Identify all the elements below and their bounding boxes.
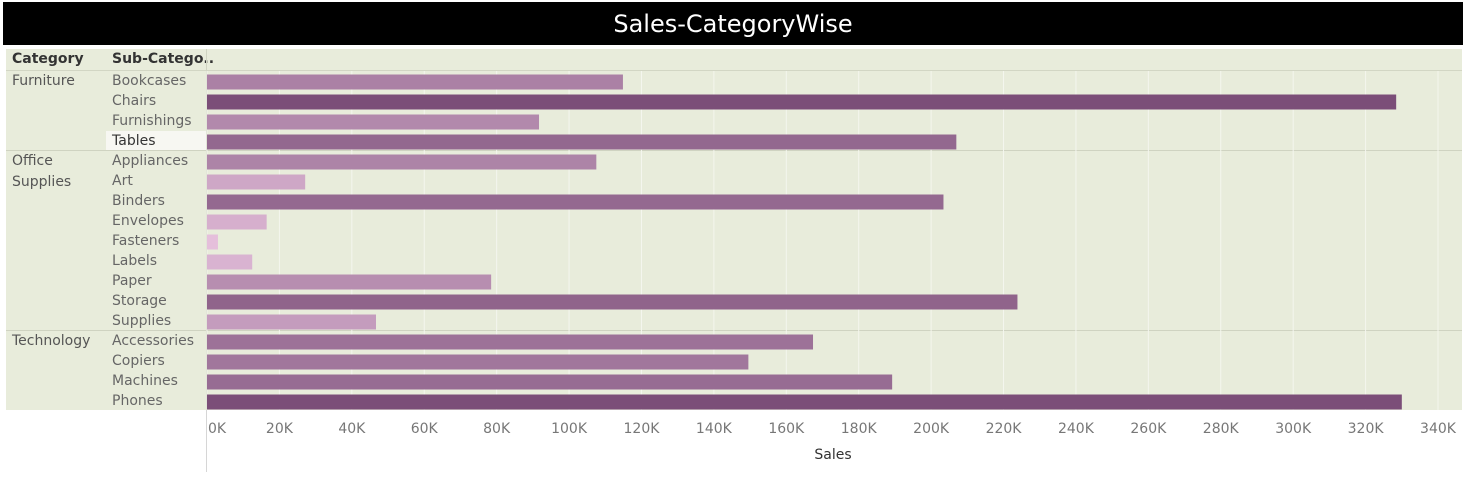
- bar-furnishings[interactable]: [207, 114, 540, 130]
- bar-accessories[interactable]: [207, 334, 814, 350]
- subcategory-label[interactable]: Labels: [112, 253, 158, 269]
- subcategory-label[interactable]: Bookcases: [112, 73, 187, 89]
- category-header[interactable]: Category: [12, 51, 84, 67]
- bar-envelopes[interactable]: [207, 214, 267, 230]
- x-tick-label: 40K: [338, 421, 366, 437]
- subcategory-label[interactable]: Paper: [112, 273, 152, 289]
- x-tick-label: 280K: [1203, 421, 1240, 437]
- x-tick-label: 200K: [913, 421, 950, 437]
- bar-paper[interactable]: [207, 274, 492, 290]
- subcategory-label[interactable]: Machines: [112, 373, 178, 389]
- x-tick-label: 60K: [411, 421, 439, 437]
- chart-title: Sales-CategoryWise: [3, 2, 1463, 45]
- x-tick-label: 340K: [1420, 421, 1457, 437]
- x-tick-label: 180K: [841, 421, 878, 437]
- category-label[interactable]: Office: [12, 153, 53, 169]
- subcategory-label[interactable]: Copiers: [112, 353, 165, 369]
- x-tick-label: 240K: [1058, 421, 1095, 437]
- x-tick-label: 120K: [624, 421, 661, 437]
- group-separator: [6, 330, 1462, 331]
- x-tick-label: 220K: [986, 421, 1023, 437]
- subcategory-label[interactable]: Tables: [106, 131, 206, 151]
- x-tick-label: 80K: [483, 421, 511, 437]
- bar-appliances[interactable]: [207, 154, 597, 170]
- category-label[interactable]: Technology: [12, 333, 91, 349]
- x-tick-label: 140K: [696, 421, 733, 437]
- bar-bookcases[interactable]: [207, 74, 623, 90]
- subcategory-label[interactable]: Envelopes: [112, 213, 184, 229]
- x-tick-label: 260K: [1130, 421, 1167, 437]
- subcategory-header[interactable]: Sub-Catego..: [112, 51, 215, 67]
- bar-copiers[interactable]: [207, 354, 749, 370]
- subcategory-label[interactable]: Binders: [112, 193, 165, 209]
- bar-fasteners[interactable]: [207, 234, 218, 250]
- x-tick-label: 100K: [551, 421, 588, 437]
- x-tick-label: 20K: [266, 421, 294, 437]
- bar-art[interactable]: [207, 174, 306, 190]
- x-axis-title: Sales: [814, 447, 852, 463]
- subcategory-label[interactable]: Art: [112, 173, 133, 189]
- x-tick-label: 300K: [1275, 421, 1312, 437]
- group-separator: [6, 150, 1462, 151]
- bar-supplies[interactable]: [207, 314, 376, 330]
- subcategory-label[interactable]: Appliances: [112, 153, 189, 169]
- axis-line: [206, 410, 207, 472]
- bar-binders[interactable]: [207, 194, 944, 210]
- subcategory-label[interactable]: Storage: [112, 293, 167, 309]
- bar-phones[interactable]: [207, 394, 1402, 410]
- bar-chairs[interactable]: [207, 94, 1397, 110]
- bar-tables[interactable]: [207, 134, 957, 150]
- x-tick-label: 160K: [768, 421, 805, 437]
- x-tick-label: 0K: [208, 421, 227, 437]
- category-label[interactable]: Furniture: [12, 73, 75, 89]
- subcategory-label[interactable]: Supplies: [112, 313, 172, 329]
- header-row: Category Sub-Catego..: [6, 49, 1462, 71]
- subcategory-label[interactable]: Chairs: [112, 93, 157, 109]
- subcategory-label[interactable]: Fasteners: [112, 233, 180, 249]
- category-label[interactable]: Supplies: [12, 174, 72, 190]
- subcategory-label[interactable]: Furnishings: [112, 113, 192, 129]
- bar-labels[interactable]: [207, 254, 253, 270]
- x-tick-label: 320K: [1348, 421, 1385, 437]
- bar-machines[interactable]: [207, 374, 893, 390]
- bar-storage[interactable]: [207, 294, 1018, 310]
- subcategory-label[interactable]: Phones: [112, 393, 163, 409]
- subcategory-label[interactable]: Accessories: [112, 333, 195, 349]
